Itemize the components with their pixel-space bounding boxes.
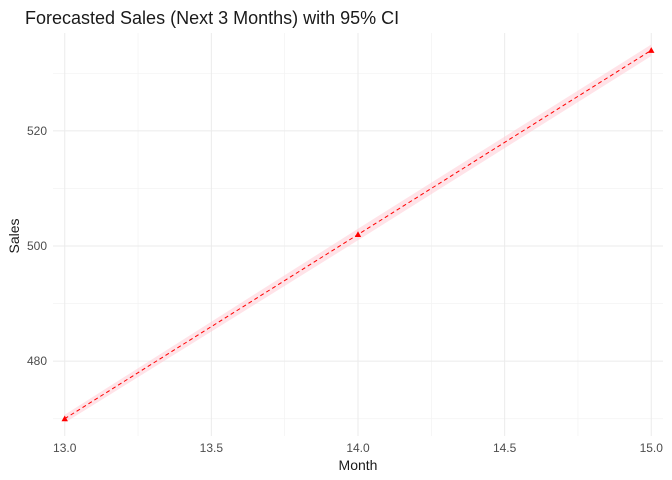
y-axis-title: Sales bbox=[6, 218, 22, 253]
x-tick-label: 14.0 bbox=[346, 441, 370, 455]
x-tick-label: 14.5 bbox=[493, 441, 517, 455]
forecast-point-marker bbox=[61, 415, 68, 422]
y-tick-label: 520 bbox=[27, 124, 47, 138]
x-tick-label: 13.5 bbox=[200, 441, 224, 455]
forecast-markers bbox=[61, 47, 655, 422]
forecast-point-marker bbox=[648, 47, 655, 53]
chart-title: Forecasted Sales (Next 3 Months) with 95… bbox=[25, 8, 399, 28]
x-tick-label: 15.0 bbox=[640, 441, 664, 455]
x-axis-title: Month bbox=[339, 457, 378, 473]
forecast-point-marker bbox=[354, 231, 362, 238]
x-axis-tick-labels: 13.0 13.5 14.0 14.5 15.0 bbox=[53, 441, 663, 455]
x-tick-label: 13.0 bbox=[53, 441, 77, 455]
y-axis-tick-labels: 480 500 520 bbox=[27, 124, 47, 368]
y-tick-label: 500 bbox=[27, 239, 47, 253]
y-tick-label: 480 bbox=[27, 354, 47, 368]
